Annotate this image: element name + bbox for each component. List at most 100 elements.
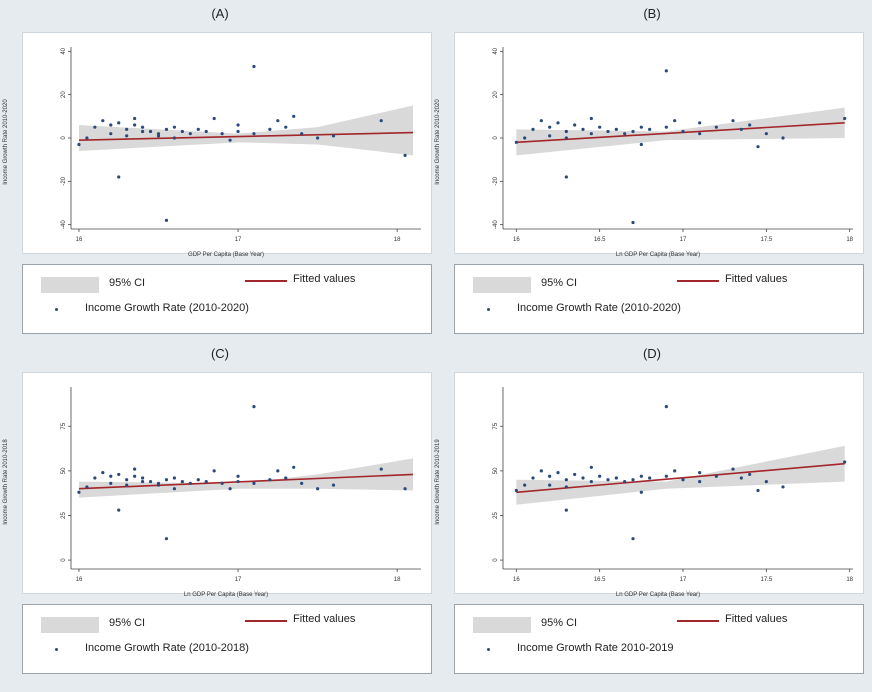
legend: 95% CI Fitted values Income Growth Rate … xyxy=(454,604,864,674)
data-point xyxy=(548,474,552,478)
legend-ci-label: 95% CI xyxy=(109,277,146,289)
data-point xyxy=(681,478,685,482)
data-point xyxy=(252,64,256,69)
panel-c: (C) 0 25 50 75 16 17 18 Income Growth Rate 201… xyxy=(3,346,432,684)
data-point xyxy=(117,121,121,125)
x-tick-label: 16.5 xyxy=(594,237,606,243)
data-point xyxy=(631,220,635,225)
legend: 95% CI Fitted values Income Growth Rate … xyxy=(22,604,432,674)
legend-fit-label: Fitted values xyxy=(293,613,356,625)
data-point xyxy=(539,119,543,123)
x-tick-label: 17 xyxy=(235,577,242,583)
data-point xyxy=(180,479,184,484)
legend: 95% CI Fitted values Income Growth Rate … xyxy=(454,264,864,334)
data-point xyxy=(698,471,702,475)
scatter-plot: -40 -20 0 20 40 16 16.5 17 17.5 18 xyxy=(493,47,854,243)
scatter-plot: 0 25 50 75 16 17 18 xyxy=(61,387,421,583)
point-swatch xyxy=(55,308,58,311)
data-point xyxy=(564,129,568,134)
data-point xyxy=(236,474,240,478)
fit-line xyxy=(516,122,845,144)
data-point xyxy=(639,474,643,478)
y-tick-label: 50 xyxy=(61,467,67,474)
y-tick-label: -40 xyxy=(493,220,499,229)
data-point xyxy=(101,471,105,475)
data-point xyxy=(133,123,137,127)
data-point xyxy=(843,116,847,121)
data-point xyxy=(196,127,200,131)
ci-swatch xyxy=(41,617,99,633)
fit-line xyxy=(78,473,414,490)
data-point xyxy=(664,405,668,409)
ci-swatch xyxy=(473,277,531,293)
data-point xyxy=(93,125,97,129)
data-point xyxy=(300,132,304,136)
x-tick-label: 18 xyxy=(846,577,853,583)
y-axis-label: Income Growth Rate 2010-2018 xyxy=(3,439,9,525)
scatter-plot: 0 25 50 75 16 16.5 17 17.5 18 xyxy=(493,387,854,583)
legend-points-label: Income Growth Rate 2010-2019 xyxy=(517,642,674,654)
y-tick-label: 75 xyxy=(493,422,499,429)
data-point xyxy=(564,508,568,512)
y-tick-label: 0 xyxy=(493,558,499,562)
data-point xyxy=(109,123,113,127)
data-point xyxy=(756,488,760,493)
y-axis-label-wrap: Income Growth Rate 2010-2020 xyxy=(3,99,9,184)
data-point xyxy=(548,483,552,487)
data-point xyxy=(133,474,137,478)
data-point xyxy=(606,478,610,482)
x-axis-label: Ln GDP Per Capita (Base Year) xyxy=(183,592,269,598)
data-point xyxy=(614,476,618,480)
x-tick-label: 16 xyxy=(513,577,520,583)
data-point xyxy=(664,125,668,129)
data-point xyxy=(631,129,635,134)
data-point xyxy=(403,487,407,491)
data-point xyxy=(180,129,184,134)
data-point xyxy=(748,472,752,477)
data-point xyxy=(681,129,685,134)
data-point xyxy=(403,153,407,157)
data-point xyxy=(664,474,668,478)
x-tick-label: 16.5 xyxy=(594,577,606,583)
data-point xyxy=(698,132,702,136)
data-point xyxy=(85,485,89,489)
data-point xyxy=(764,132,768,136)
data-point xyxy=(133,467,137,471)
data-point xyxy=(598,474,602,478)
legend-points-label: Income Growth Rate (2010-2020) xyxy=(517,302,681,314)
y-tick-label: -20 xyxy=(61,176,67,185)
data-point xyxy=(581,476,585,480)
data-point xyxy=(673,119,677,123)
y-tick-label: -20 xyxy=(493,176,499,185)
fit-line xyxy=(78,131,414,141)
data-point xyxy=(748,123,752,127)
data-point xyxy=(315,136,320,140)
legend-points-label: Income Growth Rate (2010-2018) xyxy=(85,642,249,654)
data-point xyxy=(714,125,718,129)
fit-line-swatch xyxy=(677,620,719,622)
data-point xyxy=(133,116,137,121)
legend: 95% CI Fitted values Income Growth Rate … xyxy=(22,264,432,334)
data-point xyxy=(220,481,224,485)
y-tick-label: -40 xyxy=(61,220,67,229)
data-point xyxy=(276,469,280,473)
data-point xyxy=(172,487,177,491)
data-point xyxy=(639,490,643,494)
data-point xyxy=(117,472,121,477)
data-point xyxy=(523,136,527,140)
data-point xyxy=(164,537,169,541)
data-point xyxy=(739,476,743,480)
scatter-plot: -40 -20 0 20 40 16 17 18 xyxy=(61,47,421,243)
data-point xyxy=(236,129,240,134)
legend-ci-label: 95% CI xyxy=(541,617,578,629)
data-point xyxy=(125,127,129,131)
plot-area: 0 25 50 75 16 17 18 xyxy=(22,372,432,594)
data-point xyxy=(639,142,643,147)
ci-band xyxy=(516,445,845,505)
data-point xyxy=(93,476,97,480)
y-tick-label: 75 xyxy=(61,422,67,429)
data-point xyxy=(164,478,169,482)
data-point xyxy=(140,479,145,484)
panel-title: (A) xyxy=(211,6,229,21)
data-point xyxy=(539,469,543,473)
